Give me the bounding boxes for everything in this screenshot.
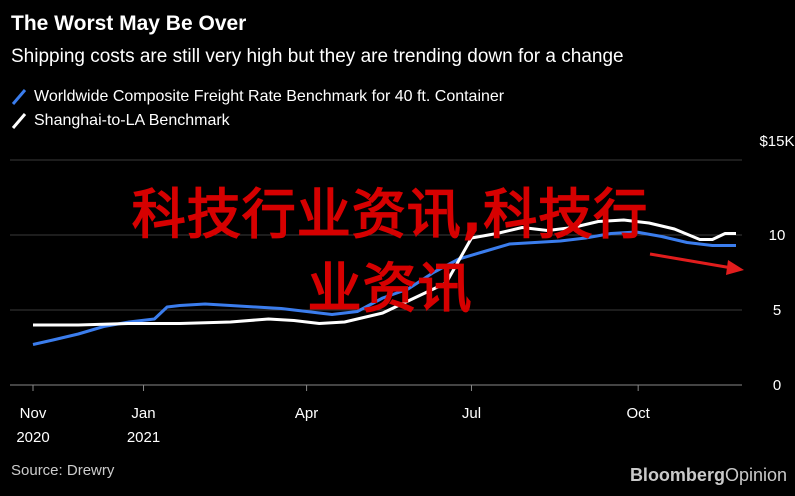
legend-swatch-worldwide [11, 89, 27, 105]
legend-label-shanghai: Shanghai-to-LA Benchmark [34, 112, 230, 129]
x-tick-label: Apr [295, 405, 318, 422]
x-tick-label: Nov [20, 405, 47, 422]
chart-title: The Worst May Be Over [11, 12, 247, 35]
legend-label-worldwide: Worldwide Composite Freight Rate Benchma… [34, 88, 505, 105]
x-tick-label: Jan [131, 405, 155, 422]
watermark-line-1: 科技行业资讯,科技行 [131, 183, 649, 246]
watermark-line-2: 业资讯 [307, 257, 473, 320]
bloomberg-opinion-logo: BloombergOpinion [629, 465, 787, 485]
y-tick-label: 0 [773, 377, 781, 394]
legend-item-worldwide: Worldwide Composite Freight Rate Benchma… [11, 88, 504, 106]
legend-swatch-shanghai [11, 113, 27, 129]
x-tick-label: Oct [626, 405, 650, 422]
legend-item-shanghai: Shanghai-to-LA Benchmark [11, 112, 230, 130]
y-tick-label: 10 [769, 227, 786, 244]
series-line-shanghai [33, 218, 736, 327]
chart-subtitle: Shipping costs are still very high but t… [11, 46, 624, 67]
x-tick-sublabel: 2020 [16, 429, 49, 446]
y-tick-label: 5 [773, 302, 781, 319]
watermark-overlay: 科技行业资讯,科技行 业资讯 [20, 178, 760, 326]
y-tick-label: $15K [759, 133, 794, 150]
trend-arrow-head [726, 260, 744, 275]
source-note: Source: Drewry [11, 462, 115, 479]
x-tick-label: Jul [462, 405, 481, 422]
x-tick-sublabel: 2021 [127, 429, 160, 446]
trend-arrow-shaft [649, 252, 733, 270]
series-line-worldwide [32, 230, 736, 346]
